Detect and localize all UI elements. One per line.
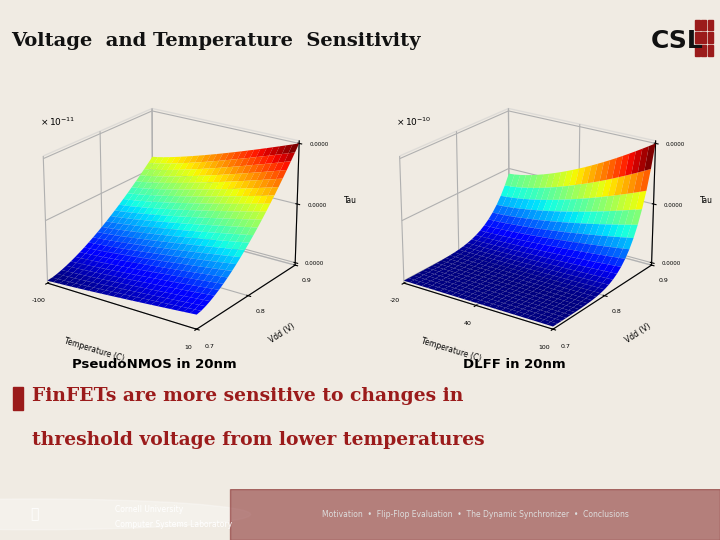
Text: CSL: CSL [650,29,703,53]
Text: $\times\,10^{-10}$: $\times\,10^{-10}$ [397,116,432,128]
Y-axis label: Vdd (V): Vdd (V) [267,321,296,345]
Bar [708,32,713,43]
Text: Computer Systems Laboratory: Computer Systems Laboratory [115,520,233,529]
Text: Voltage  and Temperature  Sensitivity: Voltage and Temperature Sensitivity [11,32,420,50]
Bar [701,32,706,43]
Text: PseudoNMOS in 20nm: PseudoNMOS in 20nm [73,358,237,371]
Bar [695,32,700,43]
X-axis label: Temperature (C): Temperature (C) [420,336,482,363]
Text: FinFETs are more sensitive to changes in: FinFETs are more sensitive to changes in [32,387,464,405]
Bar [230,489,720,540]
Text: 🏛: 🏛 [30,508,39,521]
Text: threshold voltage from lower temperatures: threshold voltage from lower temperature… [32,431,485,449]
Text: Motivation  •  Flip-Flop Evaluation  •  The Dynamic Synchronizer  •  Conclusions: Motivation • Flip-Flop Evaluation • The … [322,510,629,519]
Text: $\times\,10^{-11}$: $\times\,10^{-11}$ [40,116,76,128]
Bar [695,20,700,30]
Bar [13,387,23,410]
Y-axis label: Vdd (V): Vdd (V) [624,321,652,345]
Text: DLFF in 20nm: DLFF in 20nm [464,358,566,371]
Bar [708,20,713,30]
Bar [701,20,706,30]
Bar [701,45,706,56]
Text: Cornell University: Cornell University [115,505,184,514]
Bar [695,45,700,56]
X-axis label: Temperature (C): Temperature (C) [63,336,125,363]
Bar [708,45,713,56]
Circle shape [0,499,251,530]
